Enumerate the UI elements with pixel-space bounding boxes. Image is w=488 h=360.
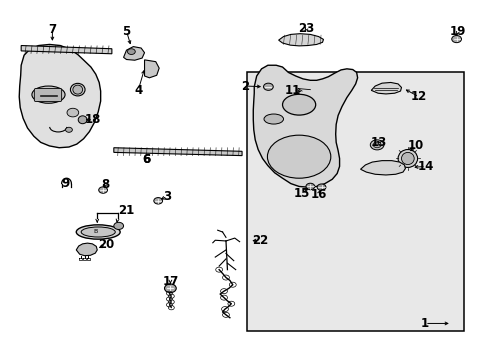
Circle shape <box>372 142 380 148</box>
Circle shape <box>164 284 176 293</box>
Text: 13: 13 <box>370 136 386 149</box>
Circle shape <box>114 222 123 229</box>
Text: 22: 22 <box>252 234 268 247</box>
Ellipse shape <box>70 84 85 96</box>
Polygon shape <box>253 65 357 187</box>
Polygon shape <box>278 34 323 46</box>
Ellipse shape <box>76 225 120 239</box>
Text: 1: 1 <box>420 317 428 330</box>
Text: 6: 6 <box>142 153 150 166</box>
Polygon shape <box>144 60 159 78</box>
Text: 12: 12 <box>410 90 427 103</box>
Circle shape <box>451 36 461 42</box>
Circle shape <box>127 49 135 54</box>
Circle shape <box>154 198 162 204</box>
Polygon shape <box>114 148 242 156</box>
Ellipse shape <box>73 85 82 94</box>
Ellipse shape <box>401 152 413 165</box>
Text: 21: 21 <box>118 204 134 217</box>
Ellipse shape <box>32 86 65 103</box>
Text: 20: 20 <box>98 238 114 251</box>
Text: 9: 9 <box>61 177 69 190</box>
Circle shape <box>65 127 72 132</box>
Circle shape <box>317 184 325 190</box>
Text: 15: 15 <box>293 187 309 200</box>
Text: 5: 5 <box>122 25 130 38</box>
Text: 6: 6 <box>142 153 150 166</box>
Ellipse shape <box>78 116 87 124</box>
Ellipse shape <box>267 135 330 178</box>
Text: 4: 4 <box>134 84 142 97</box>
Text: 19: 19 <box>449 25 465 38</box>
Polygon shape <box>123 46 144 60</box>
Circle shape <box>67 108 79 117</box>
Circle shape <box>369 140 383 150</box>
Ellipse shape <box>397 149 417 167</box>
Text: 18: 18 <box>85 113 102 126</box>
Text: 8: 8 <box>101 178 109 191</box>
Polygon shape <box>19 44 101 148</box>
Circle shape <box>99 187 107 193</box>
Text: 7: 7 <box>48 23 56 36</box>
Text: 17: 17 <box>162 275 178 288</box>
Bar <box>246 72 463 330</box>
Text: 14: 14 <box>417 160 433 173</box>
Polygon shape <box>21 45 112 54</box>
Text: 11: 11 <box>285 84 301 97</box>
Polygon shape <box>76 243 97 256</box>
Text: B: B <box>94 229 98 234</box>
Ellipse shape <box>282 94 315 115</box>
Ellipse shape <box>264 114 283 124</box>
Polygon shape <box>370 82 401 94</box>
Ellipse shape <box>81 227 115 237</box>
Text: 2: 2 <box>241 80 249 93</box>
Polygon shape <box>360 161 405 175</box>
Circle shape <box>263 83 273 90</box>
FancyBboxPatch shape <box>34 89 61 102</box>
Text: 3: 3 <box>163 190 171 203</box>
Text: 16: 16 <box>310 188 326 201</box>
Text: 23: 23 <box>298 22 314 35</box>
Text: 10: 10 <box>407 139 424 152</box>
Circle shape <box>305 183 314 190</box>
